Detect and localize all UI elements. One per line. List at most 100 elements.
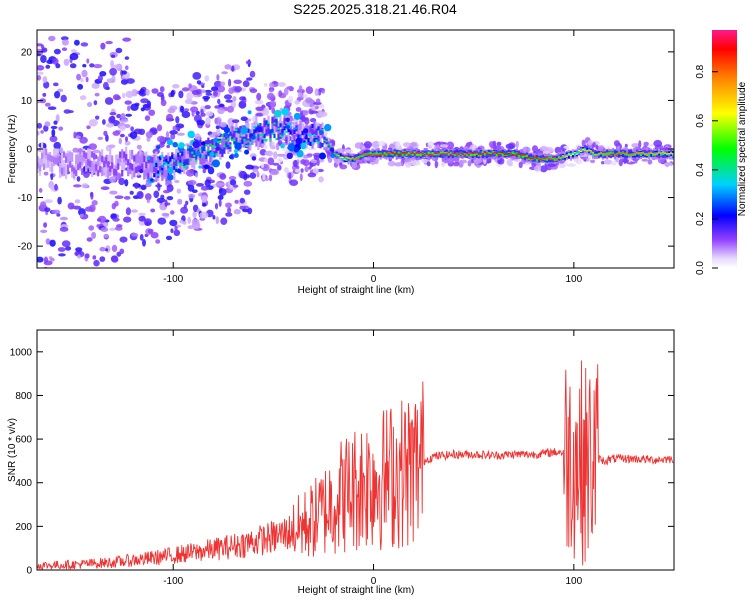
spectrogram-noise-blob (532, 145, 538, 153)
spectrogram-noise-blob (109, 112, 117, 116)
spectrogram-noise-blob (264, 150, 272, 156)
spectrogram-noise-blob (111, 244, 118, 252)
spectrogram-noise-blob (97, 136, 104, 140)
spectrogram-ridge-cell (229, 131, 232, 136)
spectrogram-noise-blob (77, 83, 84, 90)
spectrogram-noise-blob (118, 177, 125, 186)
spectrogram-noise-blob (212, 215, 216, 220)
spectrogram-ridge-cell (617, 152, 621, 155)
spectrogram-noise-blob (41, 47, 48, 53)
spectrogram-ridge-cell (121, 170, 124, 177)
spectrogram-ridge-cell (487, 152, 490, 155)
spectrogram-noise-blob (192, 204, 199, 212)
spectrogram-ridge-cell (61, 152, 64, 168)
spectrogram-ridge-cell (121, 161, 124, 176)
spectrogram-noise-blob (131, 209, 138, 213)
spectrogram-noise-blob (240, 116, 248, 121)
spectrogram-noise-blob (125, 113, 132, 117)
spectrogram-ridge-cell (57, 156, 60, 163)
spectrogram-noise-blob (439, 144, 449, 148)
spectrogram-ridge-cell (243, 138, 246, 141)
spectrogram-noise-blob (204, 89, 213, 93)
spectrogram-ridge-cell (155, 172, 158, 182)
spectrogram-noise-blob (51, 209, 61, 214)
spectrogram-ridge-cell (81, 155, 84, 165)
spectrogram-ridge-cell (207, 138, 210, 145)
spectrogram-noise-blob (307, 172, 317, 178)
spectrogram-ridge-cell (463, 154, 466, 156)
y-tick-label: 0 (26, 566, 32, 577)
spectrogram-ridge-cell (591, 151, 595, 153)
colorbar-tick-label: 0.0 (695, 261, 706, 275)
spectrogram-ridge-cell (65, 164, 68, 179)
spectrogram-ridge-cell (595, 153, 599, 156)
spectrogram-ridge-cell (255, 137, 258, 147)
spectrogram-ridge-cell (89, 160, 92, 167)
spectrogram-noise-blob (108, 116, 115, 124)
spectrogram-ridge-cell (97, 160, 100, 176)
spectrogram-noise-blob (40, 201, 47, 208)
spectrogram-ridge-cell (143, 155, 146, 163)
spectrogram-noise-blob (125, 65, 129, 70)
colorbar-tick-label: 0.2 (695, 212, 706, 226)
spectrogram-ridge-cell (145, 151, 148, 166)
spectrogram-bright-spot (251, 156, 257, 161)
spectrogram-noise-blob (339, 164, 348, 170)
spectrogram-noise-blob (204, 75, 210, 82)
spectrogram-ridge-cell (67, 152, 70, 163)
spectrogram-noise-blob (260, 162, 265, 169)
spectrogram-ridge-cell (521, 155, 524, 159)
spectrogram-noise-blob (304, 166, 309, 173)
spectrogram-ridge-cell (81, 168, 84, 175)
spectrogram-noise-blob (404, 158, 410, 163)
spectrogram-ridge-cell (185, 149, 188, 164)
spectrogram-noise-blob (467, 160, 472, 167)
spectrogram-noise-blob (54, 183, 58, 191)
spectrogram-ridge-cell (215, 153, 218, 156)
y-tick-label: 200 (15, 522, 32, 533)
spectrogram-ridge-cell (151, 157, 154, 164)
spectrogram-ridge-cell (652, 153, 655, 157)
spectrogram-noise-blob (263, 82, 268, 87)
spectrogram-noise-blob (42, 282, 49, 286)
spectrogram-ridge-cell (243, 138, 246, 148)
spectrogram-ridge-cell (589, 149, 593, 152)
spectrogram-bright-spot (293, 112, 301, 120)
spectrogram-ridge-cell (387, 153, 390, 158)
spectrogram-ridge-cell (513, 154, 516, 156)
spectrogram-ridge-cell (259, 123, 262, 130)
spectrogram-ridge-cell (289, 130, 292, 135)
spectrogram-noise-blob (57, 247, 66, 252)
spectrogram-ridge-cell (353, 158, 356, 160)
spectrogram-ridge-cell (307, 125, 310, 136)
spectrogram-noise-blob (452, 161, 460, 167)
snr-y-ticks: 0 200 400 600 800 1000 (10, 347, 674, 577)
spectrogram-noise-blob (174, 226, 178, 231)
spectrogram-bright-spot (150, 178, 154, 182)
spectrogram-ridge-cell (467, 153, 470, 155)
spectrogram-ridge-cell (565, 155, 568, 158)
spectrogram-ridge-cell (357, 157, 360, 159)
spectrogram-bright-spot (285, 117, 290, 123)
spectrogram-ridge-cell (247, 140, 250, 143)
spectrogram-noise-blob (441, 161, 445, 167)
spectrogram-ridge-cell (175, 167, 178, 172)
spectrogram-noise-blob (43, 171, 49, 176)
spectrogram-noise-blob (42, 92, 47, 97)
spectrogram-ridge-cell (201, 155, 204, 166)
spectrogram-noise-blob (302, 110, 309, 116)
spectrogram-noise-blob (288, 172, 292, 180)
spectrogram-noise-blob (163, 189, 170, 194)
spectrogram-ridge-cell (293, 127, 296, 130)
spectrogram-noise-blob (233, 184, 239, 188)
spectrogram-ridge-cell (646, 152, 649, 156)
spectrogram-ridge-cell (235, 128, 238, 132)
spectrogram-ridge-cell (115, 169, 118, 176)
spectrogram-ridge-cell (367, 153, 370, 155)
spectrogram-ridge-cell (485, 152, 488, 154)
spectrogram-noise-blob (592, 141, 596, 148)
spectrogram-noise-blob (471, 159, 475, 164)
spectrogram-noise-blob (103, 130, 108, 136)
spectrogram-ridge-cell (311, 130, 314, 145)
spectrogram-noise-blob (136, 144, 142, 150)
